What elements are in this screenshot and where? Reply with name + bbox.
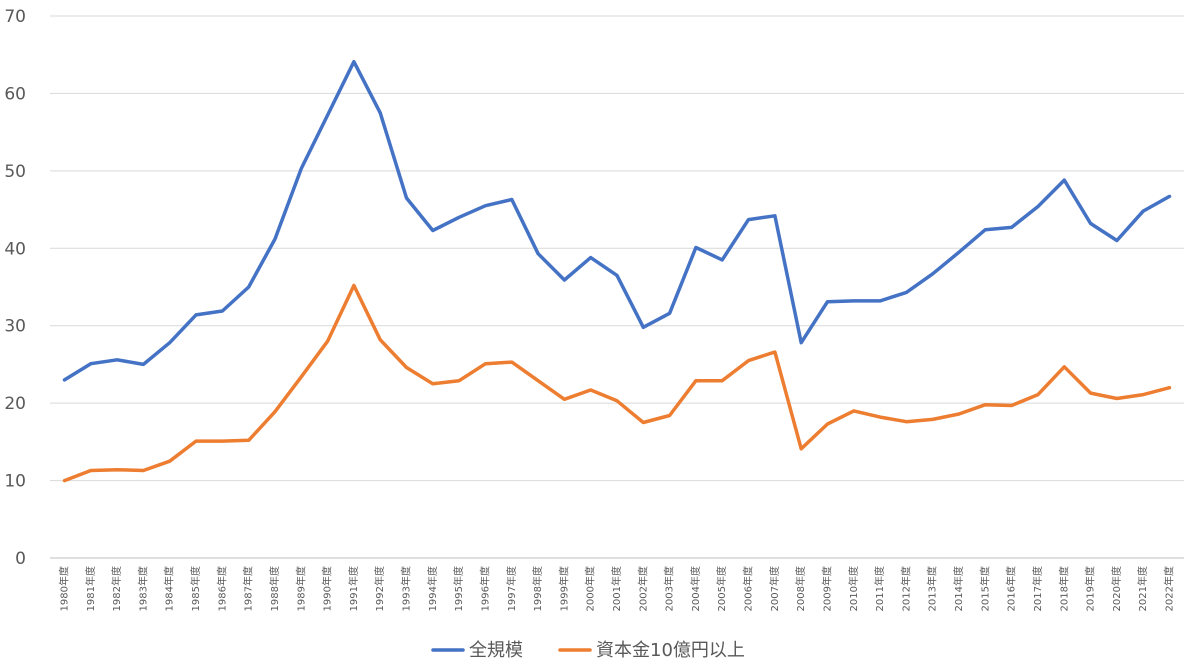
x-tick-label: 2012年度 — [899, 566, 912, 611]
x-tick-label: 2011年度 — [873, 566, 886, 611]
y-tick-label: 20 — [4, 394, 26, 414]
x-tick-label: 2016年度 — [1005, 566, 1018, 611]
x-tick-label: 1995年度 — [452, 566, 465, 611]
x-tick-label: 1985年度 — [189, 566, 202, 611]
x-tick-label: 2009年度 — [820, 566, 833, 611]
x-tick-label: 1986年度 — [215, 566, 228, 611]
x-tick-label: 1990年度 — [321, 566, 334, 611]
x-tick-label: 2014年度 — [952, 566, 965, 611]
x-tick-label: 2021年度 — [1136, 566, 1149, 611]
x-tick-label: 1981年度 — [84, 566, 97, 611]
x-tick-label: 1993年度 — [400, 566, 413, 611]
x-tick-label: 2019年度 — [1084, 566, 1097, 611]
x-tick-label: 2001年度 — [610, 566, 623, 611]
y-tick-label: 30 — [4, 317, 26, 337]
x-tick-label: 2013年度 — [926, 566, 939, 611]
y-tick-label: 70 — [4, 7, 26, 27]
x-tick-label: 2000年度 — [584, 566, 597, 611]
x-tick-label: 1989年度 — [294, 566, 307, 611]
x-tick-label: 2002年度 — [636, 566, 649, 611]
x-tick-label: 2020年度 — [1110, 566, 1123, 611]
x-tick-label: 1992年度 — [373, 566, 386, 611]
x-tick-label: 2006年度 — [742, 566, 755, 611]
y-tick-label: 40 — [4, 239, 26, 259]
y-tick-label: 50 — [4, 162, 26, 182]
y-tick-label: 0 — [15, 549, 26, 569]
x-tick-label: 2018年度 — [1057, 566, 1070, 611]
series-lines — [62, 59, 1172, 483]
x-tick-label: 2022年度 — [1163, 566, 1176, 611]
x-tick-label: 1999年度 — [557, 566, 570, 611]
x-axis-tick-labels: 1980年度 1981年度 1982年度 1983年度 1984年度 1985年度 1986… — [58, 566, 1176, 611]
series-line-0 — [62, 59, 1172, 382]
x-tick-label: 1984年度 — [163, 566, 176, 611]
x-tick-label: 1980年度 — [58, 566, 71, 611]
legend-label-1: 資本金10億円以上 — [596, 640, 745, 661]
x-tick-label: 1997年度 — [505, 566, 518, 611]
x-tick-label: 2017年度 — [1031, 566, 1044, 611]
x-tick-label: 1988年度 — [268, 566, 281, 611]
x-tick-label: 1996年度 — [478, 566, 491, 611]
y-tick-label: 10 — [4, 472, 26, 492]
legend-label-0: 全規模 — [469, 640, 523, 661]
x-tick-label: 2005年度 — [715, 566, 728, 611]
x-tick-label: 1991年度 — [347, 566, 360, 611]
x-tick-label: 2008年度 — [794, 566, 807, 611]
legend: 全規模 資本金10億円以上 — [431, 640, 745, 661]
x-tick-label: 2010年度 — [847, 566, 860, 611]
x-tick-label: 1994年度 — [426, 566, 439, 611]
x-tick-label: 1998年度 — [531, 566, 544, 611]
x-tick-label: 1982年度 — [110, 566, 123, 611]
y-tick-label: 60 — [4, 84, 26, 104]
gridlines — [50, 15, 1184, 559]
x-tick-label: 1987年度 — [242, 566, 255, 611]
x-tick-label: 2004年度 — [689, 566, 702, 611]
x-tick-label: 2015年度 — [978, 566, 991, 611]
series-line-1 — [62, 283, 1172, 483]
x-tick-label: 2007年度 — [768, 566, 781, 611]
y-axis-tick-labels: 0 10 20 30 40 50 60 70 — [4, 7, 26, 569]
x-tick-label: 1983年度 — [136, 566, 149, 611]
x-tick-label: 2003年度 — [663, 566, 676, 611]
